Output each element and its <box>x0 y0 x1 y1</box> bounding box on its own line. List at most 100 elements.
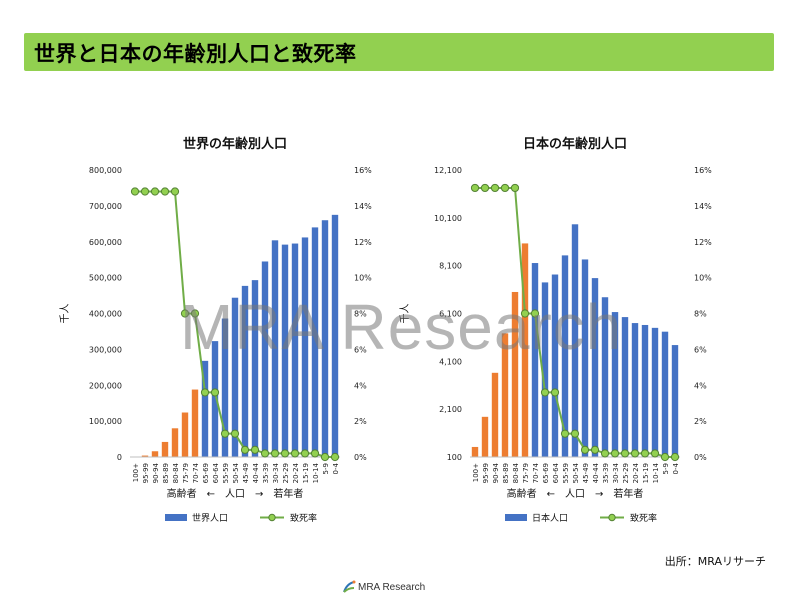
fatality-rate-point <box>210 388 220 397</box>
y-tick-label: 600,000 <box>89 238 122 247</box>
bar <box>571 224 579 457</box>
bar <box>591 278 599 457</box>
fatality-rate-point <box>140 187 150 196</box>
fatality-rate-point <box>560 429 570 438</box>
y-tick-label: 6,100 <box>439 310 462 319</box>
x-tick-label: 85-89 <box>502 463 510 483</box>
bar <box>641 324 649 457</box>
x-tick-label: 60-64 <box>552 462 560 483</box>
bar <box>291 243 299 457</box>
fatality-rate-point <box>290 449 300 458</box>
y2-tick-label: 14% <box>354 202 372 211</box>
x-tick-label: 50-54 <box>572 462 580 483</box>
fatality-rate-point <box>520 309 530 318</box>
bar <box>231 297 239 457</box>
japan-population-chart: 日本の年齢別人口 100 2,100 4,100 6,100 8,100 10,100 12,… <box>399 136 712 524</box>
x-tick-label: 25-29 <box>622 463 630 483</box>
y-tick-label: 100 <box>447 453 462 462</box>
y2-tick-label: 2% <box>354 417 367 426</box>
x-tick-label: 85-89 <box>162 463 170 483</box>
fatality-rate-point <box>300 449 310 458</box>
x-tick-label: 95-99 <box>142 463 150 483</box>
bar <box>221 318 229 457</box>
bar <box>301 237 309 457</box>
bar <box>201 360 209 457</box>
bar <box>671 345 679 457</box>
y-tick-label: 500,000 <box>89 274 122 283</box>
x-tick-label: 10-14 <box>652 462 660 483</box>
x-tick-label: 0-4 <box>332 462 340 474</box>
fatality-rate-point <box>180 309 190 318</box>
logo-text: MRA Research <box>358 582 426 593</box>
x-axis-label: 高齢者 ← 人口 → 若年者 <box>507 487 644 500</box>
page-title: 世界と日本の年齢別人口と致死率 <box>34 42 357 66</box>
fatality-rate-point <box>280 449 290 458</box>
x-tick-label: 30-34 <box>272 462 280 483</box>
bar <box>621 317 629 457</box>
fatality-rate-point <box>230 429 240 438</box>
fatality-rate-point <box>660 452 670 462</box>
bar <box>151 451 159 457</box>
x-tick-label: 65-69 <box>542 463 550 483</box>
legend-swatch-bar <box>505 514 527 521</box>
fatality-rate-point <box>170 187 180 196</box>
bar <box>171 428 179 457</box>
fatality-rate-point <box>310 449 320 458</box>
y-tick-label: 4,100 <box>439 357 462 366</box>
chart-title: 日本の年齢別人口 <box>523 136 627 152</box>
x-tick-label: 15-19 <box>642 463 650 483</box>
y2-tick-label: 12% <box>694 238 712 247</box>
y2-tick-label: 2% <box>694 417 707 426</box>
fatality-rate-point <box>260 449 270 458</box>
fatality-rate-point <box>160 187 170 196</box>
fatality-rate-point <box>670 452 680 462</box>
x-tick-label: 45-49 <box>242 463 250 483</box>
bar <box>331 214 339 457</box>
fatality-rate-point <box>640 449 650 458</box>
y2-tick-label: 10% <box>694 274 712 283</box>
y-tick-label: 200,000 <box>89 381 122 390</box>
fatality-rate-point <box>510 183 520 193</box>
fatality-rate-point <box>590 445 600 454</box>
x-tick-label: 100+ <box>132 463 140 482</box>
x-tick-label: 55-59 <box>222 463 230 483</box>
bar <box>321 220 329 457</box>
bar <box>191 389 199 457</box>
legend-swatch-bar <box>165 514 187 521</box>
bar <box>631 323 639 457</box>
bar <box>141 455 149 457</box>
y2-tick-label: 12% <box>354 238 372 247</box>
source-note: 出所：MRAリサーチ <box>664 555 766 568</box>
fatality-rate-point <box>570 429 580 438</box>
x-tick-label: 55-59 <box>562 463 570 483</box>
fatality-rate-point <box>190 309 200 318</box>
y2-tick-label: 6% <box>354 345 367 354</box>
fatality-rate-point <box>540 388 550 397</box>
x-tick-label: 0-4 <box>672 462 680 474</box>
fatality-rate-point <box>600 449 610 458</box>
y2-tick-label: 4% <box>694 381 707 390</box>
bar <box>601 297 609 457</box>
y2-tick-label: 8% <box>354 310 367 319</box>
bar <box>211 341 219 457</box>
fatality-rate-point <box>240 445 250 454</box>
logo-icon <box>343 580 356 593</box>
x-tick-label: 35-39 <box>262 463 270 483</box>
fatality-rate-point <box>630 449 640 458</box>
fatality-rate-point <box>550 388 560 397</box>
bar <box>661 331 669 457</box>
x-tick-label: 40-44 <box>592 462 600 483</box>
bar <box>251 280 259 457</box>
bar <box>281 244 289 457</box>
x-tick-label: 60-64 <box>212 462 220 483</box>
fatality-rate-point <box>320 452 330 462</box>
fatality-rate-point <box>650 449 660 458</box>
fatality-rate-point <box>200 388 210 397</box>
x-tick-label: 70-74 <box>192 462 200 483</box>
legend-label: 世界人口 <box>192 512 228 524</box>
fatality-rate-point <box>250 445 260 454</box>
bar <box>241 285 249 457</box>
fatality-rate-point <box>270 449 280 458</box>
fatality-rate-point <box>480 183 490 193</box>
x-tick-label: 95-99 <box>482 463 490 483</box>
